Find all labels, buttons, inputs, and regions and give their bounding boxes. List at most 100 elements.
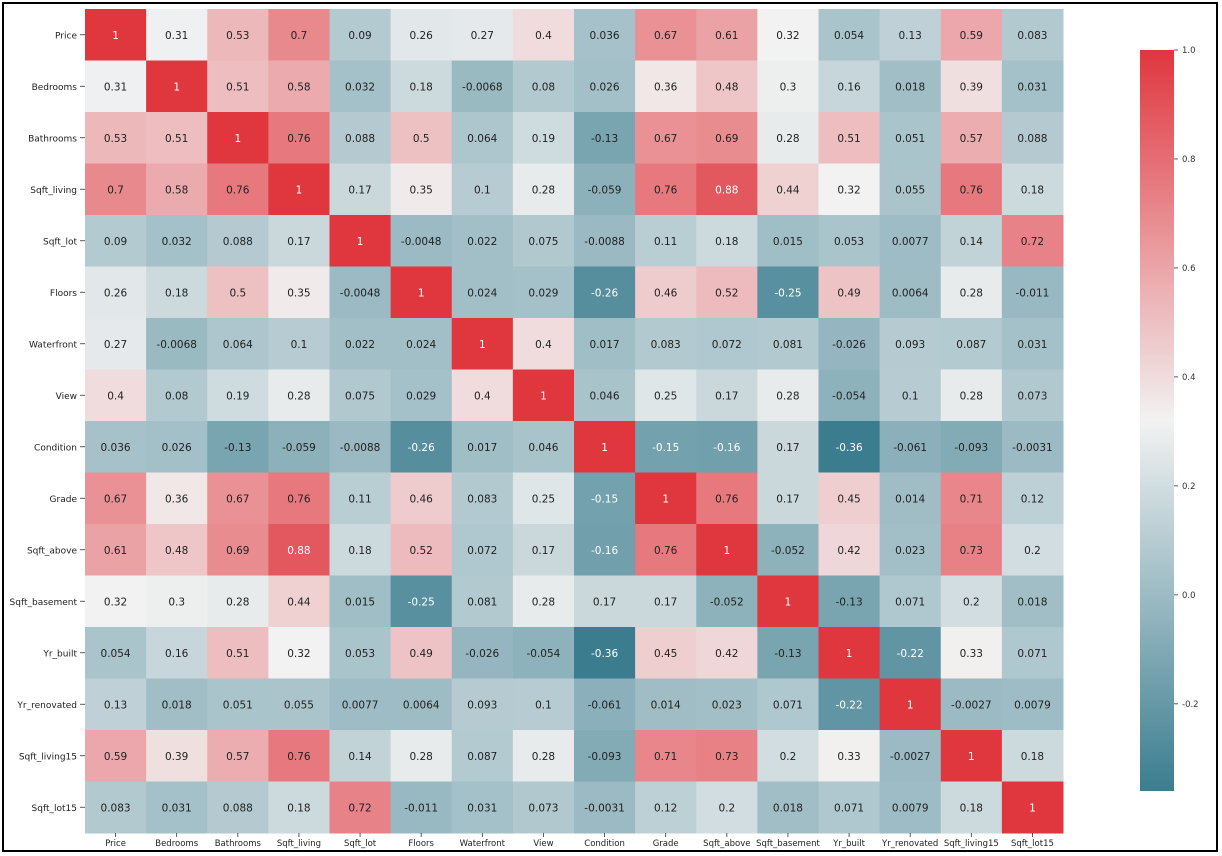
heatmap-cell <box>207 678 269 731</box>
y-tick-label: Sqft_lot15 <box>32 804 77 814</box>
cell-value-label: 0.18 <box>715 236 738 248</box>
cell-value-label: 0.7 <box>291 30 308 42</box>
heatmap-cell <box>451 318 514 370</box>
cell-value-label: 0.083 <box>467 493 497 505</box>
cell-value-label: 0.59 <box>104 751 127 763</box>
cell-value-label: -0.15 <box>652 442 679 454</box>
cell-value-label: 0.0077 <box>892 236 929 248</box>
cell-value-label: 0.024 <box>406 339 436 351</box>
x-tick-label: View <box>533 839 553 849</box>
heatmap-cell <box>1001 369 1064 422</box>
cell-value-label: -0.25 <box>408 596 435 608</box>
cell-value-label: -0.0088 <box>584 236 625 248</box>
heatmap-cell <box>146 318 208 370</box>
heatmap-cell <box>146 9 208 61</box>
heatmap-cell <box>635 421 697 473</box>
cell-value-label: -0.0031 <box>1012 442 1053 454</box>
heatmap-cell <box>268 163 330 216</box>
heatmap-cell <box>879 421 942 473</box>
cell-value-label: 0.029 <box>406 390 436 402</box>
colorbar-tick-label: 1.0 <box>1182 46 1196 56</box>
cell-value-label: 0.18 <box>960 802 983 814</box>
cell-value-label: -0.061 <box>893 442 927 454</box>
heatmap-cell <box>1001 575 1064 628</box>
cell-value-label: 0.35 <box>287 287 310 299</box>
cell-value-label: 0.57 <box>960 133 983 145</box>
cell-value-label: 0.46 <box>654 287 678 299</box>
heatmap-cell <box>329 781 392 834</box>
cell-value-label: 0.19 <box>532 133 555 145</box>
y-tick-label: Sqft_living15 <box>19 752 77 762</box>
heatmap-cell <box>329 60 392 113</box>
heatmap-cell <box>879 112 942 164</box>
heatmap-cell <box>451 163 514 216</box>
heatmap-cell <box>268 472 330 525</box>
y-tick-label: Yr_renovated <box>16 701 77 711</box>
heatmap-cell <box>635 781 697 834</box>
heatmap-cell <box>451 575 514 628</box>
heatmap-cell <box>451 627 514 679</box>
heatmap-cell <box>268 266 330 319</box>
heatmap-cell <box>635 730 697 782</box>
cell-value-label: 0.17 <box>715 390 738 402</box>
heatmap-cell <box>207 9 269 61</box>
cell-value-label: 0.017 <box>590 339 620 351</box>
cell-value-label: 0.16 <box>837 81 861 93</box>
heatmap-cell <box>818 318 881 370</box>
heatmap-cell <box>757 575 819 628</box>
heatmap-cell <box>574 575 636 628</box>
heatmap-cell <box>207 369 269 422</box>
heatmap-cell <box>390 781 453 834</box>
y-tick-label: Sqft_above <box>27 546 78 556</box>
heatmap-cell <box>574 781 636 834</box>
heatmap-cell <box>512 575 575 628</box>
heatmap-cell <box>207 112 269 164</box>
cell-value-label: 0.58 <box>165 184 188 196</box>
heatmap-cell <box>696 112 758 164</box>
heatmap-cell <box>451 421 514 473</box>
heatmap-cell <box>329 369 392 422</box>
heatmap-cell <box>207 60 269 113</box>
cell-value-label: 0.36 <box>165 493 189 505</box>
cell-value-label: 0.072 <box>712 339 742 351</box>
cell-value-label: -0.059 <box>588 184 622 196</box>
heatmap-cell <box>696 318 758 370</box>
cell-value-label: 0.036 <box>590 30 620 42</box>
heatmap-cell <box>574 318 636 370</box>
cell-value-label: 0.087 <box>467 751 497 763</box>
heatmap-cell <box>635 627 697 679</box>
heatmap-cell <box>451 678 514 731</box>
heatmap-cell <box>451 472 514 525</box>
heatmap-cell <box>940 112 1003 164</box>
heatmap-cell <box>696 215 758 267</box>
heatmap-cell <box>329 318 392 370</box>
cell-value-label: 0.27 <box>104 339 127 351</box>
cell-value-label: 0.031 <box>467 802 497 814</box>
heatmap-cell <box>268 781 330 834</box>
heatmap-cell <box>390 318 453 370</box>
heatmap-cell <box>879 678 942 731</box>
heatmap-cell <box>635 266 697 319</box>
x-tick-label: Yr_renovated <box>881 839 938 849</box>
x-tick-label: Sqft_living <box>277 839 321 849</box>
cell-value-label: 0.4 <box>474 390 491 402</box>
cell-value-label: 0.44 <box>776 184 800 196</box>
heatmap-cell <box>574 421 636 473</box>
heatmap-cell <box>879 266 942 319</box>
cell-value-label: 0.13 <box>898 30 921 42</box>
heatmap-cell <box>451 266 514 319</box>
cell-value-label: 0.3 <box>780 81 797 93</box>
cell-value-label: 0.17 <box>348 184 371 196</box>
cell-value-label: 1 <box>540 390 547 402</box>
heatmap-cell <box>818 472 881 525</box>
heatmap-cell <box>818 575 881 628</box>
heatmap-cell <box>146 369 208 422</box>
heatmap-cell <box>512 421 575 473</box>
heatmap-cell <box>207 730 269 782</box>
cell-value-label: 0.49 <box>837 287 860 299</box>
heatmap-cell <box>757 627 819 679</box>
heatmap-cell <box>451 369 514 422</box>
cell-value-label: 0.76 <box>226 184 250 196</box>
cell-value-label: 1 <box>662 493 669 505</box>
heatmap-cell <box>1001 163 1064 216</box>
